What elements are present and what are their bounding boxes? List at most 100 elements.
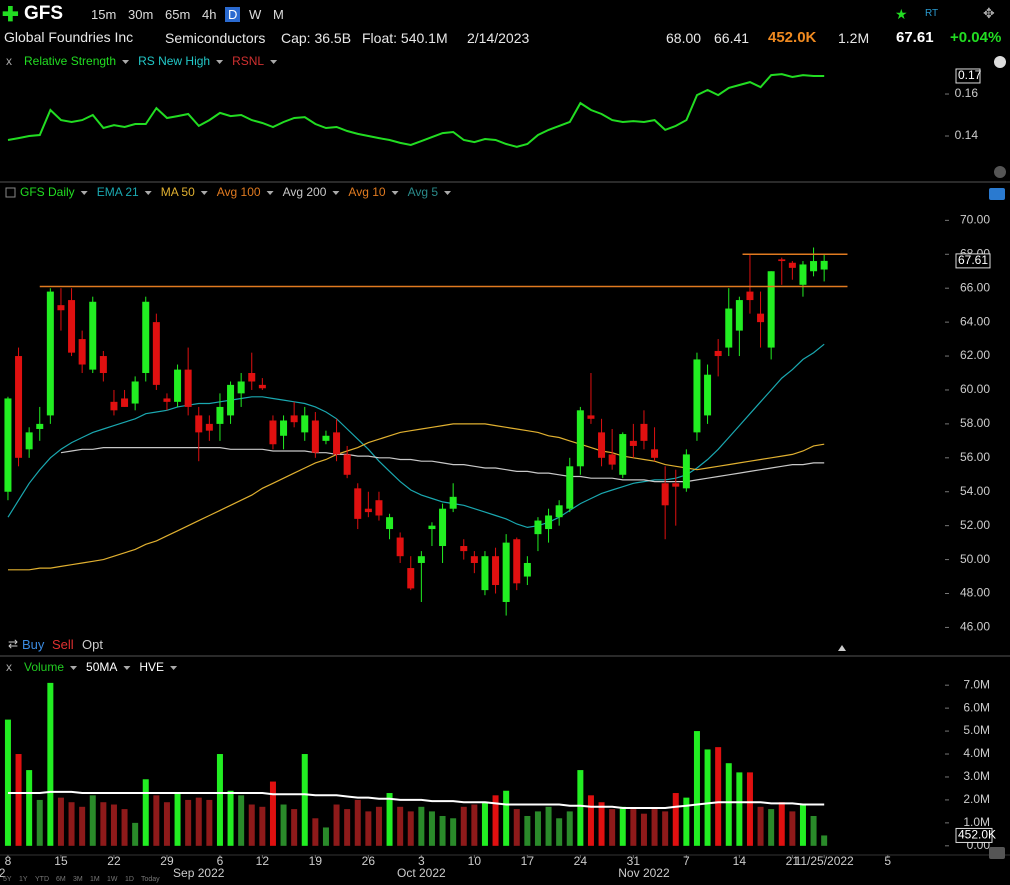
legend-entry[interactable]: x [6, 660, 12, 674]
candle-body [290, 415, 298, 423]
range-button[interactable]: 3M [73, 876, 83, 883]
y-tick-label: 56.00 [960, 450, 990, 464]
volume-bar [153, 795, 160, 846]
volume-bar [757, 806, 764, 846]
symbol[interactable]: GFS [24, 3, 64, 24]
last-price: 67.61 [896, 29, 934, 46]
legend-entry[interactable]: EMA 21 [97, 185, 139, 199]
timeframe-button[interactable]: 30m [128, 7, 154, 22]
legend-entry[interactable]: x [6, 54, 12, 68]
legend-arrow [270, 60, 278, 64]
volume-bar [577, 770, 584, 846]
volume-bar [450, 818, 457, 846]
candle-body [195, 415, 203, 433]
candle-body [682, 454, 690, 489]
candle-body [534, 520, 542, 535]
volume-bar [736, 772, 743, 846]
volume-bar [439, 815, 446, 846]
panel-icon[interactable] [989, 847, 1005, 859]
volume-bar [174, 793, 181, 846]
x-tick-label: 21 [786, 854, 800, 868]
legend-entry[interactable]: Avg 200 [283, 185, 327, 199]
candle-body [735, 300, 743, 331]
legend-entry[interactable]: GFS Daily [20, 185, 75, 199]
legend-icon [5, 187, 16, 198]
range-button[interactable]: Today [141, 876, 160, 883]
volume-bar [26, 770, 33, 846]
timeframe-button[interactable]: 15m [91, 7, 117, 22]
volume-bar [715, 747, 722, 846]
timeframe-button[interactable]: 65m [165, 7, 191, 22]
y-tick-label: 64.00 [960, 314, 990, 328]
volume-bar [799, 804, 806, 846]
timeframe-button[interactable]: D [225, 7, 241, 22]
add-icon[interactable]: ✚ [2, 4, 19, 26]
candle-body [121, 398, 129, 407]
study-line [60, 447, 825, 483]
volume-bar [556, 818, 563, 846]
legend-entry[interactable]: Volume [24, 660, 64, 674]
candle-body [36, 423, 44, 429]
settings-icon[interactable] [994, 56, 1006, 68]
low: 66.41 [714, 30, 750, 46]
legend-entry[interactable]: RSNL [232, 54, 264, 68]
legend-entry[interactable]: Avg 100 [217, 185, 261, 199]
candle-body [343, 454, 351, 475]
y-tick-label: 4.0M [963, 746, 990, 760]
timeframe-button[interactable]: 4h [202, 7, 217, 22]
legend-entry[interactable]: Relative Strength [24, 54, 116, 68]
volume-bar [768, 809, 775, 846]
star-icon[interactable]: ★ [895, 6, 908, 22]
range-button[interactable]: 6M [56, 876, 66, 883]
y-tick-label: 54.00 [960, 484, 990, 498]
industry: Semiconductors [165, 30, 266, 46]
trade-button[interactable]: Buy [22, 637, 45, 652]
legend-entry[interactable]: MA 50 [161, 185, 195, 199]
trade-icon[interactable]: ⇄ [8, 637, 18, 651]
candle-body [799, 264, 807, 285]
s-icon[interactable] [989, 188, 1005, 200]
volume-bar [4, 719, 11, 846]
candle-body [99, 356, 107, 374]
timeframe-button[interactable]: M [273, 7, 284, 22]
legend-entry[interactable]: Avg 10 [348, 185, 385, 199]
y-tick-label: 58.00 [960, 416, 990, 430]
range-button[interactable]: 1D [125, 876, 134, 883]
candle-body [428, 525, 436, 530]
candle-body [725, 308, 733, 348]
range-button[interactable]: 1M [90, 876, 100, 883]
trade-button[interactable]: Sell [52, 637, 74, 652]
candle-body [672, 483, 680, 487]
month-label: 2022 [0, 866, 6, 880]
legend-entry[interactable]: Avg 5 [408, 185, 439, 199]
legend-arrow [391, 191, 399, 195]
candle-body [757, 313, 765, 323]
range-button[interactable]: 1W [107, 876, 118, 883]
rs-line [7, 73, 825, 148]
legend-entry[interactable]: 50MA [86, 660, 117, 674]
candle-body [280, 420, 288, 436]
range-button[interactable]: YTD [35, 876, 49, 883]
range-button[interactable]: 5Y [3, 876, 12, 883]
timeframe-button[interactable]: W [249, 7, 262, 22]
scroll-icon[interactable] [838, 645, 846, 651]
range-button[interactable]: 1Y [19, 876, 28, 883]
legend-entry[interactable]: HVE [139, 660, 164, 674]
rt-button[interactable]: RT [925, 8, 939, 19]
volume-bar [619, 806, 626, 846]
x-tick-label: 29 [160, 854, 174, 868]
volume: 452.0K [768, 29, 817, 46]
trade-button[interactable]: Opt [82, 637, 103, 652]
volume-bar [68, 802, 75, 846]
volume-bar [821, 835, 828, 846]
candle-body [269, 420, 277, 445]
x-tick-label: 17 [521, 854, 535, 868]
crosshair-icon[interactable]: ✥ [983, 5, 995, 21]
candle-body [25, 432, 33, 450]
x-tick-label: 6 [217, 854, 224, 868]
legend-arrow [144, 191, 152, 195]
float: Float: 540.1M [362, 30, 448, 46]
legend-entry[interactable]: RS New High [138, 54, 210, 68]
expand-icon[interactable] [994, 166, 1006, 178]
